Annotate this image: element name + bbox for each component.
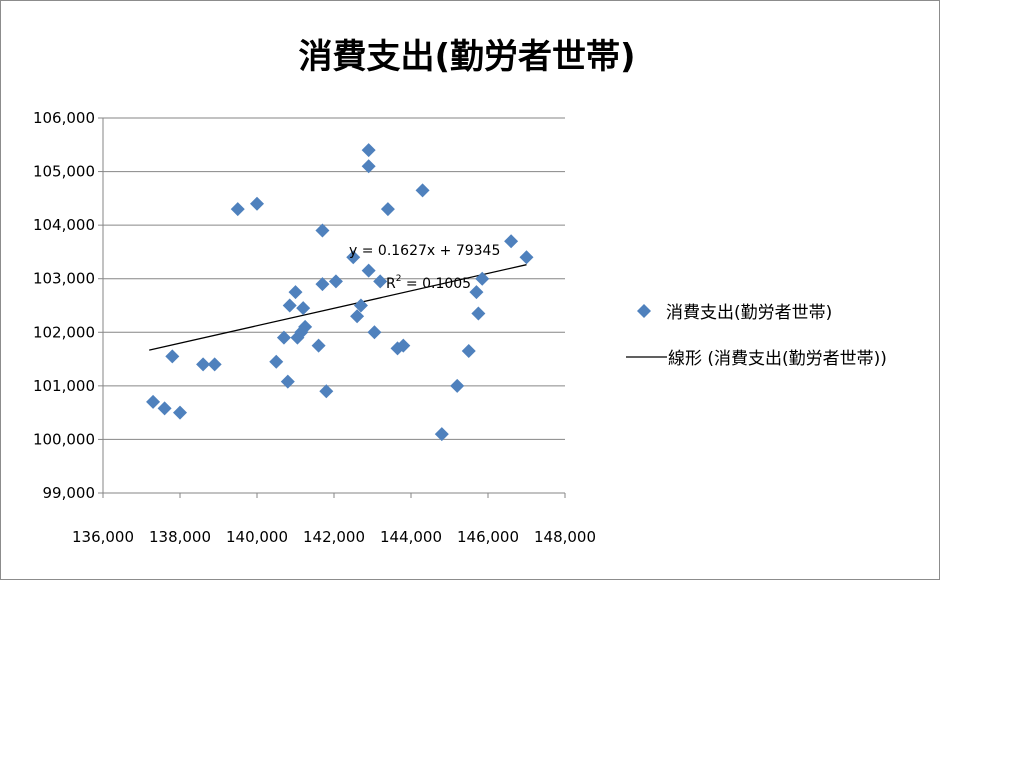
x-tick-label: 140,000	[226, 528, 288, 546]
data-point	[311, 338, 326, 353]
data-point	[280, 374, 295, 389]
data-point	[230, 202, 245, 217]
data-point	[361, 159, 376, 174]
data-point	[361, 263, 376, 278]
data-point	[298, 319, 313, 334]
data-point	[461, 344, 476, 359]
data-point	[367, 325, 382, 340]
data-point	[207, 357, 222, 372]
data-point	[282, 298, 297, 313]
legend: 消費支出(勤労者世帯) 線形 (消費支出(勤労者世帯))	[626, 303, 887, 369]
legend-item-series: 消費支出(勤労者世帯)	[637, 303, 832, 323]
trendline-equation: y = 0.1627x + 79345 R2 = 0.1005	[349, 243, 500, 292]
data-points	[146, 143, 534, 442]
data-point	[319, 384, 334, 399]
trendline	[149, 264, 527, 351]
trendline-path	[149, 264, 527, 351]
equation-label: y = 0.1627x + 79345	[349, 243, 500, 259]
y-tick-label: 102,000	[33, 323, 95, 341]
data-point	[328, 274, 343, 289]
grid-lines	[98, 117, 565, 494]
x-tick-label: 148,000	[534, 528, 596, 546]
y-tick-label: 100,000	[33, 430, 95, 448]
x-tick-label: 142,000	[303, 528, 365, 546]
x-tick-label: 136,000	[72, 528, 134, 546]
data-point	[350, 309, 365, 324]
y-tick-label: 105,000	[33, 163, 95, 181]
data-point	[373, 274, 388, 289]
data-point	[380, 202, 395, 217]
data-point	[346, 250, 361, 265]
data-point	[315, 277, 330, 292]
r-squared-label: R2 = 0.1005	[386, 274, 471, 292]
x-tick-label: 138,000	[149, 528, 211, 546]
data-point	[315, 223, 330, 238]
chart-frame	[0, 0, 940, 580]
data-point	[519, 250, 534, 265]
y-tick-label: 99,000	[43, 484, 96, 502]
data-point	[173, 405, 187, 420]
legend-series-label: 消費支出(勤労者世帯)	[666, 303, 832, 323]
data-point	[415, 183, 430, 198]
data-point	[471, 306, 486, 321]
data-point	[157, 401, 172, 416]
chart-title: 消費支出(勤労者世帯)	[298, 37, 635, 77]
y-tick-label: 103,000	[33, 270, 95, 288]
data-point	[146, 394, 161, 409]
data-point	[353, 298, 368, 313]
x-tick-label: 146,000	[457, 528, 519, 546]
data-point	[296, 301, 311, 316]
data-point	[196, 357, 211, 372]
axes	[102, 118, 566, 498]
legend-item-trendline: 線形 (消費支出(勤労者世帯))	[626, 349, 887, 369]
x-tick-label: 144,000	[380, 528, 442, 546]
data-point	[504, 234, 519, 249]
data-point	[165, 349, 180, 364]
data-point	[288, 285, 303, 300]
legend-diamond-marker	[637, 304, 651, 318]
data-point	[434, 427, 449, 442]
data-point	[276, 330, 291, 345]
y-tick-label: 104,000	[33, 216, 95, 234]
data-point	[450, 378, 465, 393]
data-point	[361, 143, 376, 158]
data-point	[269, 354, 284, 369]
data-point	[469, 285, 484, 300]
y-tick-labels: 106,000 105,000 104,000 103,000 102,000 101,0…	[33, 109, 95, 502]
data-point	[396, 338, 411, 353]
legend-trendline-label: 線形 (消費支出(勤労者世帯))	[668, 349, 887, 369]
data-point	[475, 271, 490, 286]
y-tick-label: 106,000	[33, 109, 95, 127]
data-point	[250, 196, 264, 211]
x-tick-labels: 136,000 138,000 140,000 142,000 144,000 146,0…	[72, 528, 596, 546]
y-tick-label: 101,000	[33, 377, 95, 395]
